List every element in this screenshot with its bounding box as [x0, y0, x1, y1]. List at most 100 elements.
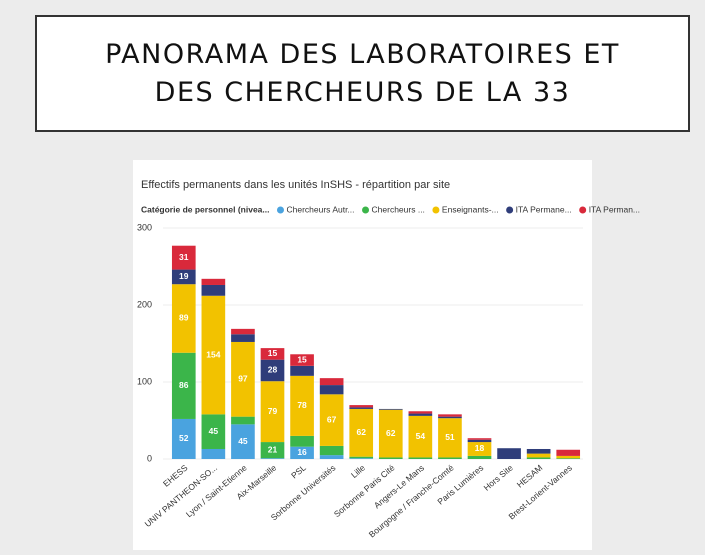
data-label: 89 [179, 313, 189, 323]
bar-segment [349, 408, 374, 457]
data-label: 28 [268, 365, 278, 375]
bar-segment [171, 284, 196, 353]
bar-segment [260, 359, 285, 382]
bar-segment [290, 354, 314, 366]
bar-segment [526, 453, 551, 458]
bar-segment [467, 438, 492, 440]
data-label: 79 [268, 406, 278, 416]
bar-segment [260, 348, 285, 360]
data-label: 31 [179, 252, 189, 262]
legend-swatch [579, 206, 587, 214]
data-label: 16 [297, 447, 307, 457]
bar-segment [201, 278, 226, 285]
bar-segment [378, 409, 403, 458]
bar-segment [319, 455, 344, 459]
data-label: 15 [268, 348, 278, 358]
legend-label: ITA Perman... [589, 204, 640, 214]
data-label: 78 [297, 400, 307, 410]
x-tick-label: PSL [289, 462, 308, 480]
legend-label: Chercheurs ... [372, 204, 425, 214]
bar-segment [201, 284, 226, 296]
data-label: 45 [238, 436, 248, 446]
bar-segment [319, 394, 344, 446]
bar-segment [201, 414, 226, 449]
bar-segment [408, 457, 433, 459]
bar-segment [260, 442, 285, 459]
data-label: 45 [209, 426, 219, 436]
bar-segment [438, 457, 462, 459]
legend-label: Enseignants-... [442, 204, 499, 214]
bar-segment [526, 457, 551, 459]
chart-title: Effectifs permanents dans les unités InS… [141, 179, 450, 191]
legend-label: Chercheurs Autr... [286, 204, 354, 214]
bar-segment [231, 424, 255, 459]
legend-swatch [362, 206, 370, 214]
bar-segment [467, 442, 492, 456]
bar-segment [201, 295, 226, 415]
bar-segment [260, 458, 285, 459]
x-tick-label: Angers-Le Mans [372, 463, 426, 511]
data-label: 62 [356, 427, 366, 437]
data-label: 21 [268, 444, 278, 454]
bar-segment [408, 411, 433, 414]
data-label: 62 [386, 428, 396, 438]
bar-segment [408, 413, 433, 416]
legend-swatch [432, 206, 440, 214]
bar-segment [438, 418, 462, 458]
y-tick-label: 300 [137, 222, 152, 232]
bar-segment [319, 378, 344, 386]
bar-segment [290, 365, 314, 376]
y-tick-label: 0 [147, 453, 152, 463]
x-tick-label: Hors Site [482, 462, 515, 492]
bar-segment [290, 435, 314, 447]
bar-segment [349, 458, 374, 459]
bar-segment [231, 341, 255, 417]
bar-segment [556, 455, 581, 459]
legend-label: ITA Permane... [516, 204, 572, 214]
data-label: 86 [179, 380, 189, 390]
data-label: 54 [416, 431, 426, 441]
bar-segment [231, 328, 255, 335]
data-label: 19 [179, 271, 189, 281]
bar-segment [260, 381, 285, 443]
bar-segment [378, 408, 403, 410]
bar-segment [319, 445, 344, 456]
data-label: 18 [475, 443, 485, 453]
bar-segment [290, 375, 314, 436]
y-tick-label: 100 [137, 376, 152, 386]
data-label: 52 [179, 433, 189, 443]
bar-segment [231, 416, 255, 425]
legend-swatch [506, 206, 514, 214]
slide-title: PANORAMA DES LABORATOIRES ET DES CHERCHE… [105, 38, 620, 108]
data-label: 67 [327, 414, 337, 424]
bar-segment [319, 385, 344, 395]
bar-segment [349, 456, 374, 459]
legend-swatch [276, 206, 284, 214]
bar-segment [171, 245, 196, 270]
data-label: 15 [297, 354, 307, 364]
bar-segment [290, 446, 314, 459]
bar-segment [171, 352, 196, 419]
data-label: 51 [445, 432, 455, 442]
bar-segment [438, 414, 462, 417]
bar-segment [556, 458, 581, 459]
bar-segment [201, 448, 226, 459]
bar-segment [171, 269, 196, 285]
bar-segment [378, 457, 403, 459]
x-tick-label: Lille [349, 462, 367, 480]
legend-title: Catégorie de personnel (nivea... [141, 204, 269, 214]
bar-segment [526, 448, 551, 454]
bar-segment [349, 407, 374, 409]
bar-segment [171, 418, 196, 459]
data-label: 97 [238, 374, 248, 384]
bar-segment [467, 455, 492, 459]
bar-segment [349, 405, 374, 408]
bar-segment [497, 448, 521, 459]
title-box: PANORAMA DES LABORATOIRES ET DES CHERCHE… [35, 15, 690, 132]
bar-segment [438, 416, 462, 419]
y-tick-label: 200 [137, 299, 152, 309]
bar-segment [231, 334, 255, 342]
data-label: 154 [206, 349, 220, 359]
